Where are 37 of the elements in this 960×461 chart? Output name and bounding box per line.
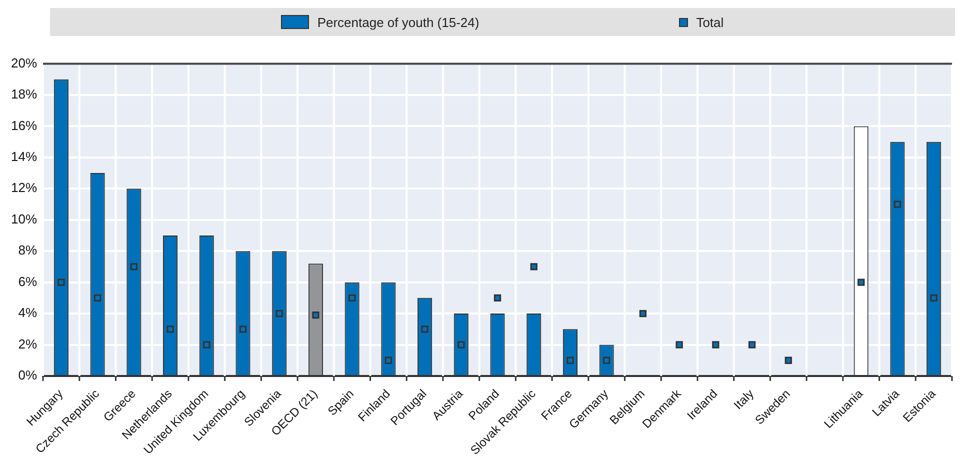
point bbox=[566, 356, 574, 364]
point bbox=[130, 263, 138, 270]
x-tick-label: Italy bbox=[731, 386, 756, 412]
y-tick-label: 20% bbox=[10, 55, 38, 70]
legend-label: Percentage of youth (15-24) bbox=[317, 14, 480, 30]
y-tick-label: 14% bbox=[10, 149, 38, 164]
point bbox=[421, 326, 428, 333]
point bbox=[239, 326, 247, 333]
point bbox=[58, 278, 65, 286]
point bbox=[676, 341, 683, 348]
y-tick-label: 18% bbox=[10, 86, 38, 102]
point bbox=[203, 341, 210, 348]
point bbox=[858, 278, 865, 286]
point bbox=[748, 341, 756, 348]
y-tick-label: 16% bbox=[10, 118, 38, 133]
y-tick-label: 2% bbox=[18, 336, 38, 352]
point bbox=[458, 341, 465, 348]
y-tick-label: 12% bbox=[10, 180, 38, 196]
y-tick-label: 8% bbox=[18, 242, 38, 258]
point bbox=[312, 312, 320, 319]
y-tick-label: 0% bbox=[18, 368, 38, 383]
point bbox=[930, 294, 938, 302]
legend-label: Total bbox=[696, 14, 724, 30]
point bbox=[494, 294, 502, 302]
point bbox=[894, 200, 902, 208]
point bbox=[166, 326, 174, 333]
point bbox=[530, 263, 538, 270]
point bbox=[348, 294, 356, 302]
point bbox=[712, 341, 720, 348]
y-tick-label: 4% bbox=[18, 305, 38, 320]
point bbox=[784, 356, 792, 364]
point bbox=[276, 310, 283, 318]
point bbox=[384, 356, 392, 364]
y-tick-label: 10% bbox=[10, 211, 38, 226]
point bbox=[639, 310, 647, 318]
point bbox=[94, 294, 102, 302]
y-tick-label: 6% bbox=[18, 274, 38, 289]
